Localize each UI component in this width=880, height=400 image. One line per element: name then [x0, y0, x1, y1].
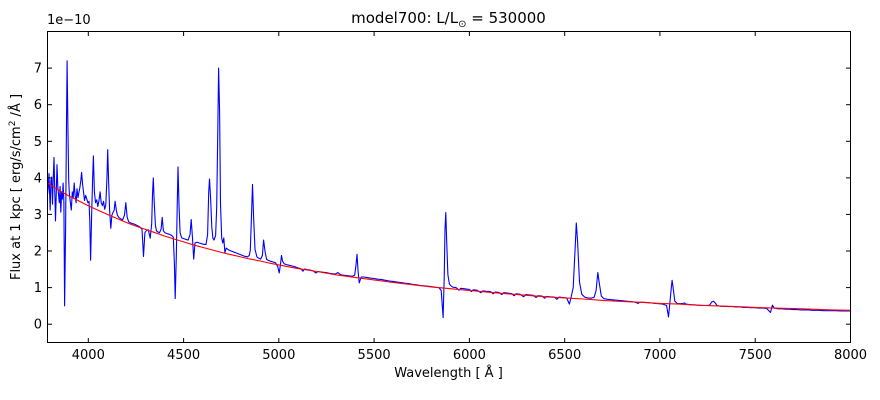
x-tick-label: 7000	[643, 348, 676, 363]
y-tick-label: 3	[34, 208, 42, 223]
x-tick-label: 4000	[72, 348, 105, 363]
x-tick-label: 6500	[548, 348, 581, 363]
x-tick-label: 7500	[739, 348, 772, 363]
y-axis-offset-label: 1e−10	[47, 13, 91, 28]
x-axis-label: Wavelength [ Å ]	[47, 366, 850, 381]
continuum-line	[46, 182, 852, 311]
y-tick-label: 7	[34, 62, 42, 77]
x-tick-label: 5500	[358, 348, 391, 363]
y-tick-label: 6	[34, 98, 42, 113]
y-tick-label: 5	[34, 135, 42, 150]
x-tick-label: 6000	[453, 348, 486, 363]
y-tick-label: 4	[34, 171, 42, 186]
spectrum-line	[46, 60, 852, 319]
x-tick-label: 5000	[262, 348, 295, 363]
x-tick-label: 4500	[167, 348, 200, 363]
x-axis-label-text: Wavelength [ Å ]	[394, 366, 503, 381]
x-tick-label: 8000	[834, 348, 867, 363]
y-axis-label-prefix: Flux at 1 kpc [ erg/s/cm	[9, 126, 24, 281]
y-axis-label-superscript: 2	[8, 120, 18, 127]
y-axis-offset-text: 1e−10	[47, 13, 91, 28]
solar-symbol: ⊙	[458, 19, 467, 30]
y-tick-label: 0	[34, 318, 42, 333]
plot-title-suffix: = 530000	[466, 9, 546, 27]
y-tick-label: 1	[34, 281, 42, 296]
plot-title: model700: L/L⊙ = 530000	[47, 9, 850, 30]
y-axis-label: Flux at 1 kpc [ erg/s/cm2 /Å ]	[8, 94, 24, 280]
y-tick-label: 2	[34, 245, 42, 260]
plot-title-prefix: model700: L/L	[351, 9, 459, 27]
axes-frame	[47, 31, 851, 343]
y-axis-label-suffix: /Å ]	[9, 93, 24, 121]
